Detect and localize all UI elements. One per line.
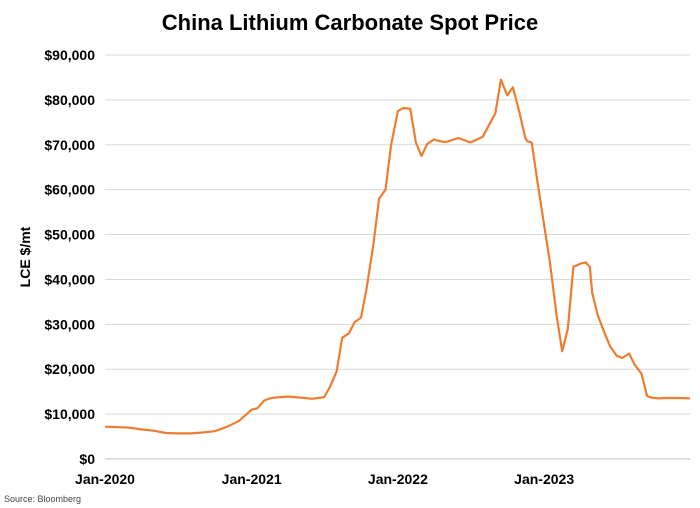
gridlines xyxy=(105,54,690,415)
tick-labels: $0 $10,000 $20,000 $30,000 $40,000 $50,000 $60… xyxy=(44,47,574,487)
y-tick-label: $60,000 xyxy=(44,182,95,198)
x-tick-label: Jan-2021 xyxy=(222,471,282,487)
y-tick-label: $20,000 xyxy=(44,361,95,377)
y-tick-label: $80,000 xyxy=(44,92,95,108)
series-layer xyxy=(104,78,691,435)
chart-title: China Lithium Carbonate Spot Price xyxy=(162,10,538,35)
x-tick-label: Jan-2023 xyxy=(514,471,574,487)
y-tick-label: $10,000 xyxy=(44,406,95,422)
y-axis-label: LCE $/mt xyxy=(17,226,33,287)
y-tick-label: $0 xyxy=(79,451,95,467)
x-tick-label: Jan-2022 xyxy=(368,471,428,487)
y-tick-label: $70,000 xyxy=(44,137,95,153)
y-tick-label: $50,000 xyxy=(44,227,95,243)
price-series-line xyxy=(104,78,691,435)
x-tick-label: Jan-2020 xyxy=(75,471,135,487)
y-tick-label: $30,000 xyxy=(44,316,95,332)
y-tick-label: $40,000 xyxy=(44,271,95,287)
y-tick-label: $90,000 xyxy=(44,47,95,63)
source-note: Source: Bloomberg xyxy=(4,494,81,504)
